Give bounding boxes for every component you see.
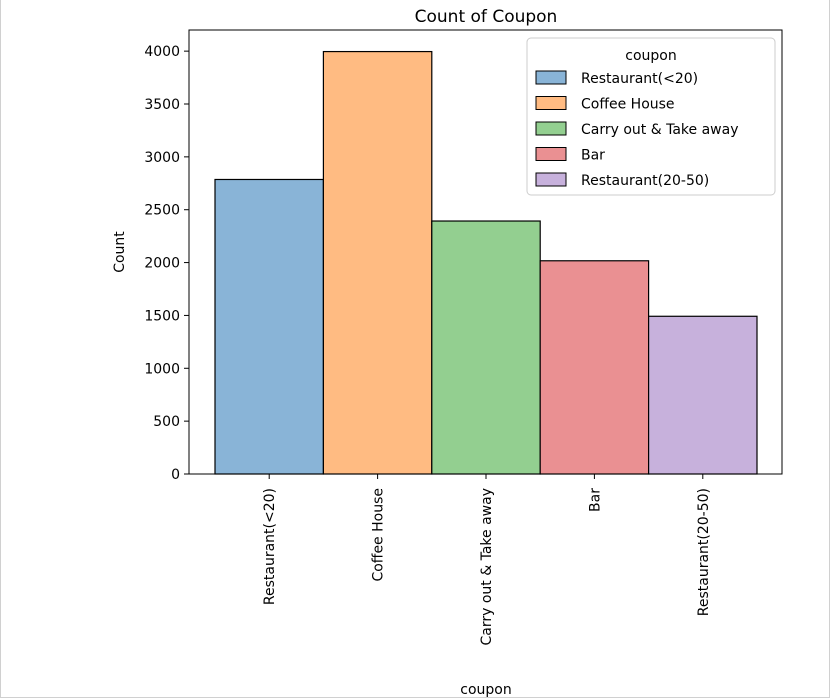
legend-label: Carry out & Take away bbox=[581, 122, 738, 138]
bar-2 bbox=[322, 50, 433, 475]
bars bbox=[214, 50, 758, 475]
plot-frame bbox=[188, 29, 783, 475]
legend-title: coupon bbox=[625, 48, 676, 64]
legend-label: Restaurant(<20) bbox=[581, 71, 698, 87]
y-tick-label: 1500 bbox=[144, 308, 180, 324]
legend-swatch bbox=[535, 96, 567, 110]
legend-entries: Restaurant(<20) Coffee House Carry out & T… bbox=[535, 70, 738, 189]
bar-4 bbox=[539, 260, 650, 475]
y-tick-label: 2500 bbox=[144, 203, 180, 219]
y-axis-ticks: 0 500 1000 1500 2000 2500 3000 3500 4000 bbox=[144, 44, 189, 483]
bar-5 bbox=[647, 315, 758, 475]
y-axis-label: Count bbox=[112, 231, 128, 273]
legend-swatch bbox=[535, 121, 567, 136]
y-tick-label: 3500 bbox=[144, 97, 180, 113]
x-tick-label: Bar bbox=[587, 488, 603, 512]
y-tick-label: 0 bbox=[171, 467, 180, 483]
x-tick-label: Carry out & Take away bbox=[479, 488, 495, 645]
bar-3 bbox=[431, 220, 541, 475]
legend-label: Coffee House bbox=[581, 97, 675, 113]
y-tick-label: 2000 bbox=[144, 256, 180, 272]
legend-swatch bbox=[535, 70, 567, 85]
x-tick-label: Restaurant(<20) bbox=[262, 488, 278, 605]
y-tick-label: 500 bbox=[153, 414, 180, 430]
legend-label: Restaurant(20-50) bbox=[581, 173, 709, 189]
y-tick-label: 1000 bbox=[144, 361, 180, 377]
x-tick-label: Restaurant(20-50) bbox=[696, 488, 712, 616]
x-tick-label: Coffee House bbox=[371, 488, 387, 582]
legend-swatch bbox=[535, 172, 567, 187]
x-axis-label: coupon bbox=[460, 682, 511, 698]
y-tick-label: 4000 bbox=[144, 44, 180, 60]
legend: coupon Restaurant(<20) Coffee House Carry … bbox=[526, 37, 776, 196]
y-tick-label: 3000 bbox=[144, 150, 180, 166]
chart-title: Count of Coupon bbox=[415, 7, 558, 27]
legend-swatch bbox=[535, 147, 567, 161]
legend-label: Bar bbox=[581, 148, 605, 164]
x-axis-ticks: Restaurant(<20) Coffee House Carry out & T… bbox=[262, 474, 712, 645]
legend-frame bbox=[526, 37, 776, 196]
bar-1 bbox=[214, 178, 325, 475]
